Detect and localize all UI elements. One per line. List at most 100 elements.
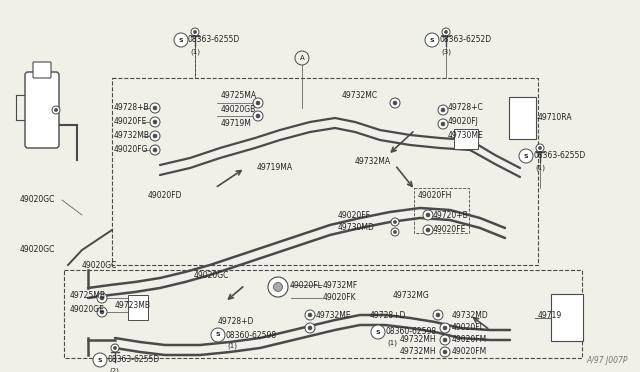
Circle shape (54, 108, 58, 112)
Circle shape (52, 106, 60, 114)
Text: 49020GC: 49020GC (194, 270, 229, 279)
Text: 08360-62598: 08360-62598 (225, 330, 276, 340)
Circle shape (443, 338, 447, 342)
Text: 08363-6252D: 08363-6252D (439, 35, 491, 45)
Circle shape (100, 310, 104, 314)
Text: S: S (98, 357, 102, 362)
Text: 49732MB: 49732MB (114, 131, 150, 141)
Text: 49719M: 49719M (221, 119, 252, 128)
Circle shape (443, 350, 447, 354)
Text: S: S (179, 38, 183, 42)
Text: 49020FD: 49020FD (148, 192, 182, 201)
Circle shape (390, 98, 400, 108)
Circle shape (191, 28, 199, 36)
Bar (64, 270, 582, 358)
Text: S: S (216, 333, 220, 337)
Text: 49730ME: 49730ME (448, 131, 484, 141)
Circle shape (211, 328, 225, 342)
Circle shape (536, 144, 544, 152)
Circle shape (256, 101, 260, 105)
Text: A: A (300, 55, 305, 61)
Text: (1): (1) (387, 340, 397, 346)
Text: 49020FE: 49020FE (114, 118, 147, 126)
Circle shape (440, 323, 450, 333)
Text: 49020FG: 49020FG (114, 145, 148, 154)
Circle shape (174, 33, 188, 47)
Circle shape (308, 326, 312, 330)
Circle shape (442, 28, 450, 36)
FancyBboxPatch shape (33, 62, 51, 78)
Circle shape (440, 335, 450, 345)
Circle shape (394, 220, 397, 224)
Circle shape (193, 31, 196, 33)
Circle shape (113, 346, 116, 350)
Text: 49719: 49719 (538, 311, 563, 320)
Circle shape (371, 325, 385, 339)
Circle shape (308, 313, 312, 317)
Circle shape (438, 105, 448, 115)
Circle shape (391, 228, 399, 236)
Text: 49732MH: 49732MH (400, 347, 436, 356)
FancyBboxPatch shape (454, 129, 478, 149)
Text: (1): (1) (535, 165, 545, 171)
Text: 49730MD: 49730MD (338, 224, 375, 232)
Circle shape (425, 33, 439, 47)
Circle shape (394, 230, 397, 234)
Circle shape (97, 307, 107, 317)
Circle shape (438, 119, 448, 129)
FancyBboxPatch shape (551, 294, 583, 341)
Text: 49728+D: 49728+D (218, 317, 254, 327)
Circle shape (150, 131, 160, 141)
Circle shape (268, 277, 288, 297)
Circle shape (441, 122, 445, 126)
Text: 49732MC: 49732MC (342, 92, 378, 100)
Circle shape (100, 296, 104, 300)
Circle shape (444, 31, 447, 33)
Circle shape (256, 114, 260, 118)
Circle shape (153, 106, 157, 110)
Circle shape (97, 293, 107, 303)
Text: 49020GC: 49020GC (20, 246, 56, 254)
Text: 49732MD: 49732MD (452, 311, 489, 320)
Circle shape (253, 98, 263, 108)
Text: 49732MG: 49732MG (393, 291, 429, 299)
Text: 49723MB: 49723MB (115, 301, 151, 311)
Circle shape (436, 313, 440, 317)
Text: 49710RA: 49710RA (538, 113, 573, 122)
Text: (2): (2) (109, 368, 119, 372)
Circle shape (111, 344, 119, 352)
FancyBboxPatch shape (509, 97, 536, 139)
Text: S: S (524, 154, 528, 158)
Text: 49725MA: 49725MA (221, 92, 257, 100)
Text: 49020GE: 49020GE (70, 305, 105, 314)
Text: 49020FH: 49020FH (418, 190, 452, 199)
Text: 49732MH: 49732MH (400, 336, 436, 344)
Circle shape (426, 228, 430, 232)
Text: A/97 J007P: A/97 J007P (586, 356, 628, 365)
Circle shape (433, 310, 443, 320)
Text: 49020FK: 49020FK (323, 294, 356, 302)
Circle shape (150, 145, 160, 155)
Text: 49020FM: 49020FM (452, 347, 487, 356)
Text: 49020GC: 49020GC (82, 260, 117, 269)
FancyBboxPatch shape (25, 72, 59, 148)
Text: (1): (1) (190, 49, 200, 55)
Circle shape (538, 147, 541, 150)
Text: 08363-6255D: 08363-6255D (188, 35, 240, 45)
Text: 49728+D: 49728+D (370, 311, 406, 320)
Text: S: S (429, 38, 435, 42)
Circle shape (305, 323, 315, 333)
Circle shape (150, 117, 160, 127)
Text: S: S (376, 330, 380, 334)
Text: 49728+C: 49728+C (448, 103, 484, 112)
Circle shape (423, 210, 433, 220)
Circle shape (153, 134, 157, 138)
Circle shape (393, 101, 397, 105)
Circle shape (153, 148, 157, 152)
Circle shape (443, 326, 447, 330)
Circle shape (519, 149, 533, 163)
Text: 49020FL: 49020FL (452, 324, 485, 333)
Bar (128, 295, 148, 320)
Text: 49732ME: 49732ME (316, 311, 351, 320)
Circle shape (423, 225, 433, 235)
